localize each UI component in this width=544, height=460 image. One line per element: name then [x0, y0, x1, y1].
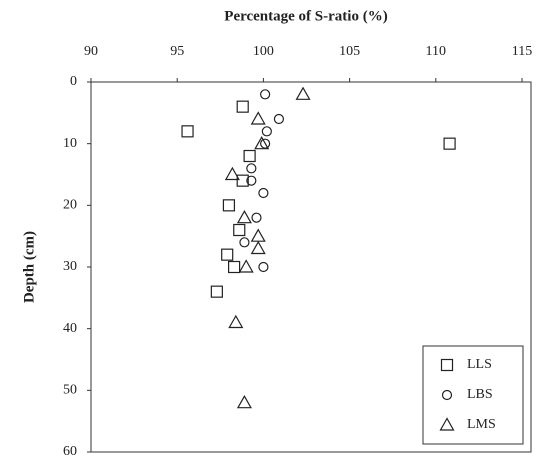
x-tick-label: 100	[253, 44, 274, 59]
x-tick-label: 110	[426, 44, 446, 59]
circle-marker	[258, 261, 269, 273]
x-tick-label: 95	[170, 44, 184, 59]
circle-marker	[239, 237, 250, 248]
circle-marker	[260, 89, 271, 100]
square-marker	[443, 137, 456, 150]
circle-marker	[251, 212, 262, 223]
legend-label: LLS	[467, 357, 492, 372]
x-tick-label: 90	[84, 44, 98, 59]
y-tick-label: 50	[63, 383, 77, 398]
y-tick-label: 10	[63, 136, 77, 151]
square-marker	[236, 174, 249, 187]
circle-marker	[258, 187, 269, 199]
circle-marker	[273, 113, 285, 125]
circle-marker	[441, 389, 453, 401]
square-marker	[440, 358, 454, 372]
square-marker	[210, 285, 223, 298]
y-tick-label: 40	[63, 321, 77, 336]
circle-marker	[246, 175, 257, 186]
x-tick-label: 115	[512, 44, 532, 59]
legend-label: LBS	[467, 387, 493, 402]
y-tick-label: 0	[70, 74, 77, 89]
triangle-marker	[295, 86, 311, 100]
triangle-marker	[228, 314, 244, 329]
chart-title: Percentage of S-ratio (%)	[224, 8, 387, 24]
triangle-marker	[236, 209, 252, 224]
triangle-marker	[250, 111, 266, 125]
triangle-marker	[250, 240, 266, 255]
y-tick-label: 20	[63, 198, 77, 213]
triangle-marker	[236, 394, 252, 409]
square-marker	[243, 149, 256, 163]
triangle-marker	[254, 135, 270, 150]
circle-marker	[261, 126, 272, 137]
legend-frame	[422, 345, 524, 445]
y-tick-label: 30	[63, 259, 77, 274]
triangle-marker	[250, 228, 266, 242]
square-marker	[236, 100, 249, 113]
square-marker	[227, 260, 241, 274]
circle-marker	[246, 163, 257, 174]
square-marker	[222, 199, 236, 212]
x-tick-label: 105	[339, 44, 360, 59]
triangle-marker	[439, 417, 455, 431]
triangle-marker	[238, 259, 254, 273]
y-tick-label: 60	[63, 444, 77, 459]
triangle-marker	[224, 166, 240, 181]
square-marker	[233, 223, 246, 237]
legend-label: LMS	[467, 417, 496, 432]
y-axis-label: Depth (cm)	[21, 231, 37, 303]
square-marker	[221, 248, 234, 261]
square-marker	[181, 125, 194, 138]
